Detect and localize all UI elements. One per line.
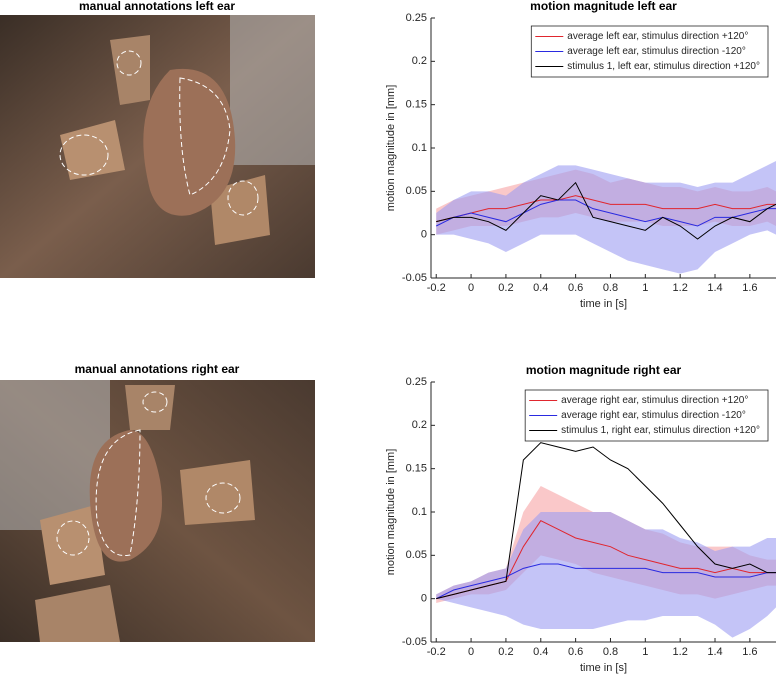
y-tick-label: 0.2 (412, 55, 427, 67)
legend-label: average left ear, stimulus direction -12… (567, 46, 746, 57)
y-tick-label: 0.2 (412, 419, 427, 431)
y-tick-label: -0.05 (402, 272, 427, 284)
photo-right-ear (0, 380, 315, 642)
y-axis-label: motion magnitude in [mm] (385, 85, 397, 212)
photo-left-ear (0, 15, 315, 278)
y-tick-label: 0.05 (406, 549, 427, 561)
y-tick-label: -0.05 (402, 636, 427, 648)
y-tick-label: 0.1 (412, 506, 427, 518)
line (436, 195, 776, 223)
x-tick-label: 1.4 (707, 282, 722, 294)
line (436, 181, 776, 240)
y-axis-label: motion magnitude in [mm] (385, 449, 397, 576)
chart: motion magnitude left ear -0.05 0 0.05 0.1 0.… (385, 0, 776, 310)
x-tick-label: -0.2 (427, 282, 446, 294)
x-tick-label: 0.4 (533, 282, 548, 294)
chart-title: motion magnitude left ear (530, 0, 677, 13)
confidence-band (436, 512, 776, 638)
x-tick-label: 0.2 (498, 282, 513, 294)
y-tick-label: 0 (421, 593, 427, 605)
x-tick-label: 1.2 (673, 646, 688, 658)
x-tick-label: 0.6 (568, 646, 583, 658)
legend-box (530, 25, 769, 78)
line (436, 442, 776, 600)
y-tick-label: 0.05 (406, 185, 427, 197)
x-tick-label: 1 (642, 646, 648, 658)
x-axis-label: time in [s] (580, 298, 627, 310)
x-tick-label: 0.6 (568, 282, 583, 294)
image-title: manual annotations left ear (79, 0, 235, 13)
legend-label: stimulus 1, left ear, stimulus direction… (567, 61, 760, 72)
chart: motion magnitude right ear -0.05 0 0.05 0.1 0… (385, 363, 776, 674)
y-tick-label: 0.15 (406, 99, 427, 111)
x-axis-label: time in [s] (580, 662, 627, 674)
x-tick-label: 1 (642, 282, 648, 294)
x-tick-label: 0 (468, 282, 474, 294)
y-tick-label: 0.1 (412, 142, 427, 154)
x-tick-label: 0.2 (498, 646, 513, 658)
confidence-band (436, 161, 776, 274)
line (436, 199, 776, 227)
line (436, 563, 776, 600)
legend: average right ear, stimulus direction +1… (524, 389, 769, 442)
x-tick-label: 0 (468, 646, 474, 658)
plot-area (436, 161, 776, 274)
chart-title: motion magnitude right ear (526, 363, 682, 377)
legend: average left ear, stimulus direction +12… (530, 25, 769, 78)
plot-area (436, 442, 776, 638)
legend-label: stimulus 1, right ear, stimulus directio… (561, 425, 760, 436)
x-tick-label: 0.8 (603, 282, 618, 294)
y-tick-label: 0.15 (406, 463, 427, 475)
image-title: manual annotations right ear (75, 362, 240, 376)
x-tick-label: 1.2 (673, 282, 688, 294)
y-tick-label: 0 (421, 229, 427, 241)
x-tick-label: 0.4 (533, 646, 548, 658)
x-tick-label: 1.6 (742, 646, 757, 658)
x-tick-label: -0.2 (427, 646, 446, 658)
x-tick-label: 0.8 (603, 646, 618, 658)
x-tick-label: 1.4 (707, 646, 722, 658)
legend-box (524, 389, 769, 442)
legend-label: average left ear, stimulus direction +12… (567, 31, 748, 42)
y-tick-label: 0.25 (406, 376, 427, 388)
y-tick-label: 0.25 (406, 12, 427, 24)
x-tick-label: 1.6 (742, 282, 757, 294)
legend-label: average right ear, stimulus direction +1… (561, 395, 748, 406)
legend-label: average right ear, stimulus direction -1… (561, 410, 746, 421)
